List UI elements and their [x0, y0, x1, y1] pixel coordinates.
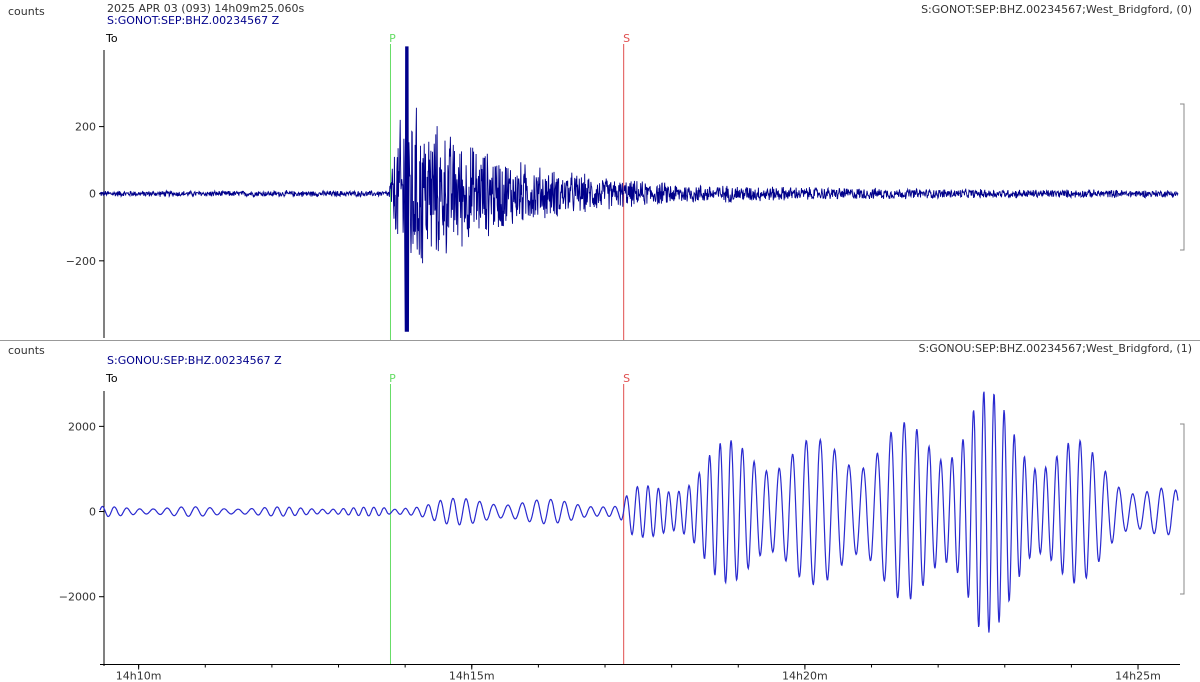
amplitude-scale-bracket	[1180, 423, 1185, 595]
station-label: S:GONOU:SEP:BHZ.00234567;West_Bridgford,…	[918, 342, 1192, 355]
trace-plot-gonot[interactable]: 200 0 −200 To P S	[0, 0, 1200, 341]
s-pick-label: S	[623, 32, 630, 45]
trace-title: S:GONOU:SEP:BHZ.00234567 Z	[107, 354, 282, 367]
trace-panel-gonot[interactable]: 200 0 −200 To P S counts 2025 APR 03 (093) 14…	[0, 0, 1200, 341]
station-label: S:GONOT:SEP:BHZ.00234567;West_Bridgford,…	[921, 3, 1192, 16]
waveform-trace[interactable]	[99, 391, 1179, 633]
y-tick-label: −2000	[59, 591, 96, 604]
origin-time-marker: To	[105, 372, 118, 385]
waveform-trace[interactable]	[99, 46, 1179, 332]
units-label: counts	[8, 344, 45, 357]
x-tick-label: 14h20m	[782, 670, 828, 682]
x-tick-label: 14h10m	[116, 670, 162, 682]
p-pick-label: P	[389, 32, 396, 45]
y-tick-label: −200	[66, 255, 96, 268]
amplitude-scale-bracket	[1180, 103, 1185, 251]
s-pick-label: S	[623, 372, 630, 385]
start-time-header: 2025 APR 03 (093) 14h09m25.060s	[107, 2, 305, 15]
trace-plot-gonou[interactable]: 2000 0 −2000 To P S 14h10m 14h15m 14h20m 14h25m	[0, 341, 1200, 682]
p-pick-label: P	[389, 372, 396, 385]
y-tick-label: 0	[89, 188, 96, 201]
y-tick-label: 2000	[68, 420, 96, 433]
trace-title: S:GONOT:SEP:BHZ.00234567 Z	[107, 14, 280, 27]
y-tick-label: 0	[89, 506, 96, 519]
origin-time-marker: To	[105, 32, 118, 45]
y-tick-label: 200	[75, 121, 96, 134]
trace-panel-gonou[interactable]: 2000 0 −2000 To P S 14h10m 14h15m 14h20m 14h25m c…	[0, 341, 1200, 682]
units-label: counts	[8, 5, 45, 18]
x-tick-label: 14h25m	[1115, 670, 1161, 682]
x-tick-label: 14h15m	[449, 670, 495, 682]
